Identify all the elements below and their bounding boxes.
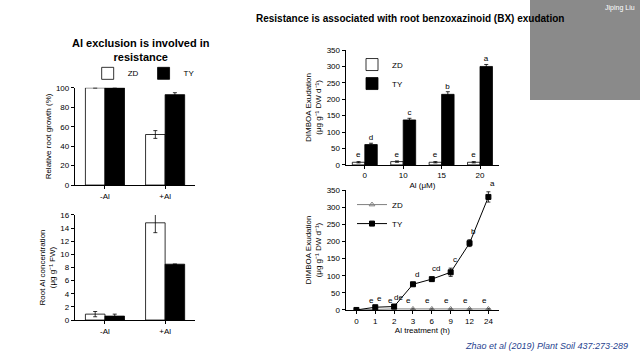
svg-text:12: 12: [60, 237, 69, 246]
svg-text:a: a: [484, 54, 489, 63]
svg-text:a: a: [490, 179, 495, 188]
svg-text:e: e: [377, 294, 382, 303]
svg-text:Zhao et al (2019) Plant Soil 4: Zhao et al (2019) Plant Soil 437:273-289: [465, 341, 628, 351]
svg-text:100: 100: [327, 272, 341, 281]
svg-text:6: 6: [65, 276, 70, 285]
svg-text:40: 40: [60, 142, 69, 151]
svg-text:10: 10: [60, 250, 69, 259]
svg-text:d: d: [415, 270, 419, 279]
svg-text:b: b: [445, 82, 450, 91]
svg-text:150: 150: [327, 111, 341, 120]
svg-text:e: e: [425, 296, 430, 305]
svg-text:ZD: ZD: [392, 61, 403, 70]
svg-text:200: 200: [327, 237, 341, 246]
svg-text:e: e: [406, 296, 411, 305]
svg-text:2: 2: [65, 303, 70, 312]
svg-text:3: 3: [411, 317, 416, 326]
svg-text:-Al: -Al: [100, 192, 110, 201]
svg-text:0: 0: [336, 161, 341, 170]
svg-text:TY: TY: [392, 80, 403, 89]
svg-text:15: 15: [437, 171, 446, 180]
svg-text:6: 6: [430, 317, 435, 326]
svg-text:350: 350: [327, 186, 341, 195]
svg-text:14: 14: [60, 224, 69, 233]
svg-text:Jiping Liu: Jiping Liu: [605, 4, 635, 12]
svg-text:c: c: [453, 255, 457, 264]
svg-text:4: 4: [65, 290, 70, 299]
svg-text:50: 50: [331, 289, 340, 298]
svg-text:100: 100: [56, 84, 70, 93]
svg-text:e: e: [463, 296, 468, 305]
svg-text:200: 200: [327, 95, 341, 104]
svg-text:e: e: [388, 296, 393, 305]
svg-text:12: 12: [465, 317, 474, 326]
svg-text:20: 20: [476, 171, 485, 180]
svg-text:de: de: [394, 293, 403, 302]
svg-text:250: 250: [327, 220, 341, 229]
svg-text:e: e: [482, 296, 487, 305]
svg-text:b: b: [471, 227, 476, 236]
svg-text:300: 300: [327, 203, 341, 212]
svg-text:250: 250: [327, 79, 341, 88]
svg-text:Al (μM): Al (μM): [409, 181, 435, 190]
svg-text:100: 100: [327, 128, 341, 137]
svg-text:150: 150: [327, 254, 341, 263]
svg-text:60: 60: [60, 123, 69, 132]
svg-text:8: 8: [65, 263, 70, 272]
svg-text:Al exclusion is involved inres: Al exclusion is involved inresistance: [72, 37, 210, 63]
svg-text:e: e: [356, 150, 361, 159]
svg-text:0: 0: [363, 171, 368, 180]
svg-text:e: e: [471, 150, 476, 159]
svg-text:-Al: -Al: [100, 327, 110, 336]
svg-text:cd: cd: [432, 264, 440, 273]
svg-text:9: 9: [448, 317, 453, 326]
svg-text:DIMBOA Exudation(μg g⁻¹ DW d⁻¹: DIMBOA Exudation(μg g⁻¹ DW d⁻¹): [304, 73, 323, 142]
svg-text:+Al: +Al: [159, 192, 171, 201]
svg-text:e: e: [444, 296, 449, 305]
svg-text:TY: TY: [392, 220, 403, 229]
svg-text:16: 16: [60, 211, 69, 220]
svg-text:+Al: +Al: [159, 327, 171, 336]
svg-text:24: 24: [484, 317, 493, 326]
svg-text:ZD: ZD: [128, 69, 139, 78]
svg-text:80: 80: [60, 103, 69, 112]
svg-text:0: 0: [65, 316, 70, 325]
svg-text:e: e: [369, 296, 374, 305]
svg-text:0: 0: [354, 317, 359, 326]
svg-text:Al treatment (h): Al treatment (h): [395, 326, 450, 335]
svg-text:d: d: [369, 133, 373, 142]
svg-text:300: 300: [327, 62, 341, 71]
svg-text:c: c: [407, 108, 411, 117]
svg-text:Relative root growth (%): Relative root growth (%): [44, 93, 53, 179]
svg-text:10: 10: [399, 171, 408, 180]
svg-text:e: e: [433, 150, 438, 159]
svg-text:Resistance is associated with: Resistance is associated with root benzo…: [256, 13, 564, 24]
svg-text:50: 50: [331, 144, 340, 153]
svg-text:DIMBOA Exudation(μg g⁻¹ DW d⁻¹: DIMBOA Exudation(μg g⁻¹ DW d⁻¹): [304, 216, 323, 285]
svg-text:1: 1: [373, 317, 378, 326]
svg-text:TY: TY: [184, 69, 195, 78]
svg-text:0: 0: [65, 181, 70, 190]
svg-text:2: 2: [392, 317, 397, 326]
svg-text:350: 350: [327, 46, 341, 55]
svg-text:20: 20: [60, 161, 69, 170]
svg-text:Root Al concentration(μg g⁻¹ F: Root Al concentration(μg g⁻¹ FW): [38, 229, 57, 305]
svg-text:ZD: ZD: [392, 201, 403, 210]
svg-text:e: e: [394, 150, 399, 159]
svg-text:0: 0: [336, 306, 341, 315]
